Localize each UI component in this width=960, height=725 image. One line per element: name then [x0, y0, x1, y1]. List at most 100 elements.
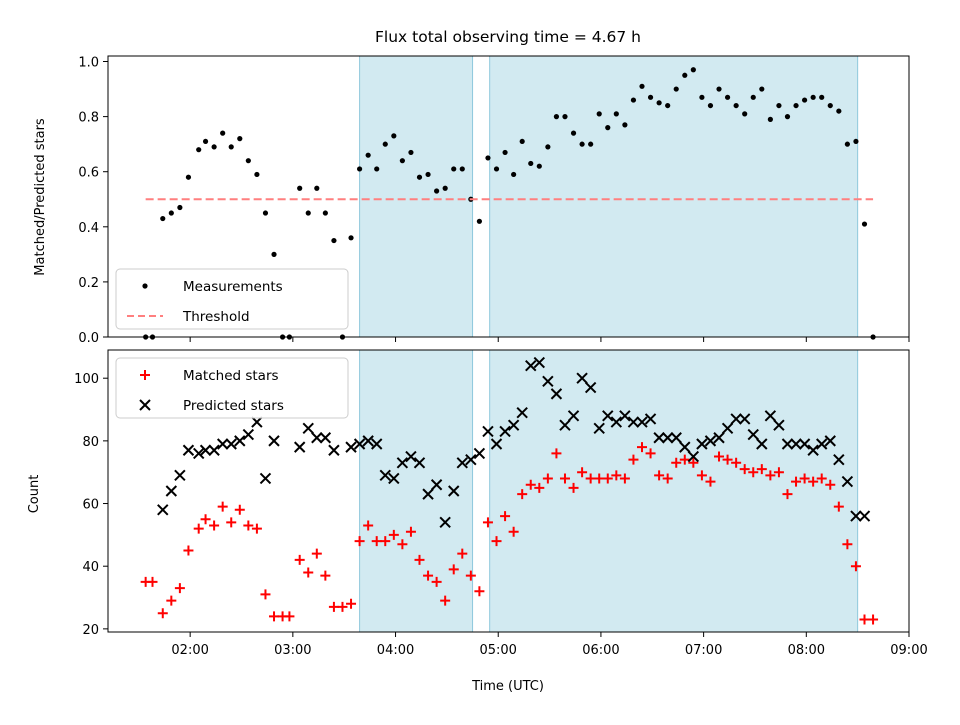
matched-star-point	[234, 504, 245, 515]
predicted-star-point	[576, 372, 588, 384]
matched-star-point	[328, 601, 339, 612]
measurement-point	[605, 125, 611, 131]
bottom-y-tick-label: 20	[82, 623, 99, 638]
legend-predicted-swatch	[139, 399, 151, 411]
measurement-point	[673, 86, 679, 92]
matched-star-point	[722, 454, 733, 465]
matched-star-point	[654, 470, 665, 481]
predicted-star-point	[328, 444, 340, 456]
bottom-axes-frame	[107, 349, 910, 633]
measurement-point	[196, 147, 202, 153]
matched-star-point	[465, 570, 476, 581]
matched-star-point	[850, 561, 861, 572]
measurement-point	[827, 102, 833, 109]
predicted-star-point	[371, 438, 383, 450]
legend-box	[115, 268, 349, 330]
measurement-point	[408, 149, 414, 156]
predicted-star-point	[465, 453, 477, 466]
predicted-star-point	[422, 488, 434, 500]
predicted-star-point	[388, 472, 400, 485]
predicted-star-point	[670, 432, 682, 444]
measurement-point	[365, 152, 371, 158]
bottom-series-matched-stars	[140, 442, 879, 625]
measurement-point	[613, 111, 619, 117]
matched-star-point	[414, 554, 425, 565]
matched-star-point	[193, 523, 204, 534]
measurement-point	[656, 100, 662, 106]
measurement-point	[639, 83, 645, 89]
measurement-point	[228, 144, 234, 150]
bottom-panel: 02:00 03:00 04:00 05:00 06:00 07:00 08:00 09:00…	[74, 349, 928, 658]
top-shaded-interval-2	[489, 55, 859, 338]
matched-star-point	[346, 598, 357, 609]
measurement-point	[750, 94, 756, 100]
predicted-star-point	[216, 438, 229, 450]
measurement-point	[733, 102, 739, 109]
x-tick-label: 08:00	[788, 643, 825, 658]
measurement-point	[177, 204, 183, 211]
matched-star-point	[303, 567, 314, 578]
matched-star-point	[705, 476, 716, 487]
predicted-star-point	[208, 444, 220, 456]
measurement-point	[237, 136, 243, 142]
predicted-star-point	[345, 441, 357, 453]
matched-star-point	[773, 467, 784, 478]
bottom-shaded-interval-1	[359, 349, 474, 633]
matched-star-point	[577, 467, 588, 478]
measurement-point	[801, 97, 808, 103]
matched-star-point	[269, 611, 280, 622]
matched-star-point	[594, 473, 605, 484]
top-y-tick-label: 0.8	[78, 111, 99, 126]
matched-star-point	[183, 545, 194, 556]
predicted-star-point	[234, 435, 246, 447]
matched-star-point	[602, 473, 613, 484]
measurement-point	[348, 235, 354, 241]
predicted-star-point	[490, 438, 503, 450]
measurement-point	[202, 138, 209, 145]
predicted-star-point	[174, 469, 186, 482]
predicted-star-point	[704, 435, 717, 447]
x-tick-label: 02:00	[171, 643, 208, 658]
matched-star-point	[226, 517, 237, 528]
measurement-point	[185, 174, 192, 180]
measurement-point	[716, 86, 722, 92]
predicted-star-point	[165, 485, 178, 497]
measurement-point	[519, 138, 525, 145]
x-tick-label: 03:00	[274, 643, 311, 658]
measurement-point	[425, 171, 431, 178]
matched-star-point	[756, 464, 767, 475]
predicted-star-point	[781, 438, 794, 450]
matched-star-point	[859, 614, 870, 625]
predicted-star-point	[199, 444, 212, 456]
predicted-star-point	[773, 419, 785, 431]
matched-star-point	[405, 526, 416, 537]
matched-star-point	[294, 554, 305, 565]
matched-star-point	[371, 536, 382, 547]
matched-star-point	[284, 611, 295, 622]
measurement-point	[707, 102, 714, 109]
predicted-star-point	[193, 447, 205, 460]
matched-star-point	[731, 457, 742, 468]
predicted-star-point	[593, 422, 605, 435]
measurement-point	[690, 67, 696, 73]
measurement-point	[596, 111, 602, 117]
bottom-y-axis-label: Count	[27, 475, 42, 514]
matched-star-point	[200, 514, 211, 525]
matched-star-point	[482, 517, 493, 528]
matched-star-point	[311, 548, 322, 559]
measurement-point	[665, 102, 671, 109]
predicted-star-point	[293, 441, 306, 453]
matched-star-point	[799, 473, 810, 484]
measurement-point	[356, 166, 363, 172]
matched-star-point	[337, 601, 348, 612]
legend-label: Matched stars	[183, 368, 279, 384]
predicted-star-point	[482, 425, 494, 438]
top-y-tick-label: 0.2	[78, 276, 99, 291]
measurement-point	[254, 171, 260, 178]
measurement-point	[588, 141, 594, 147]
measurement-point	[374, 166, 380, 172]
measurement-point	[245, 158, 251, 164]
predicted-star-point	[251, 416, 263, 428]
top-y-tick-label: 1.0	[78, 56, 99, 71]
